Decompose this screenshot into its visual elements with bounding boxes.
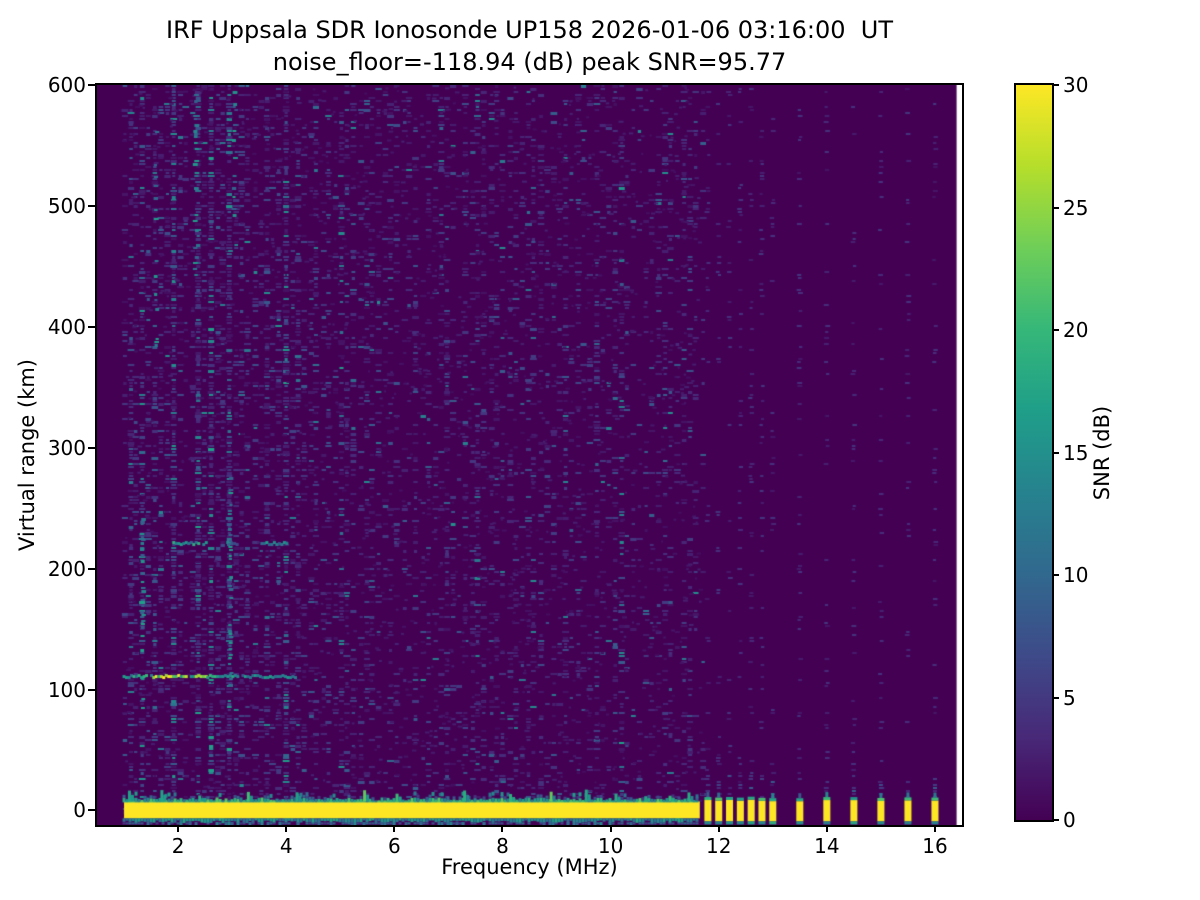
colorbar-tick-mark bbox=[1052, 206, 1059, 209]
y-tick-label: 100 bbox=[47, 677, 86, 702]
x-tick-label: 16 bbox=[922, 834, 948, 858]
chart-subtitle: noise_floor=-118.94 (dB) peak SNR=95.77 bbox=[272, 48, 787, 76]
y-tick-mark bbox=[88, 84, 97, 86]
colorbar-tick-label: 25 bbox=[1063, 195, 1089, 220]
y-tick-mark bbox=[88, 325, 97, 328]
colorbar-tick-mark bbox=[1052, 819, 1059, 821]
y-tick-label: 200 bbox=[47, 556, 86, 581]
x-tick-mark bbox=[501, 825, 504, 832]
colorbar-tick-mark bbox=[1052, 329, 1059, 331]
colorbar-tick-label: 30 bbox=[1063, 73, 1089, 97]
x-tick-mark bbox=[609, 825, 612, 832]
x-tick-label: 14 bbox=[814, 834, 840, 858]
x-tick-mark bbox=[825, 825, 828, 832]
x-tick-label: 12 bbox=[705, 834, 732, 858]
y-tick-label: 500 bbox=[47, 193, 86, 218]
y-tick-label: 600 bbox=[47, 73, 86, 97]
x-tick-mark bbox=[717, 825, 720, 832]
y-tick-mark bbox=[88, 446, 97, 449]
x-tick-label: 8 bbox=[496, 834, 509, 858]
y-tick-mark bbox=[88, 204, 97, 207]
y-tick-label: 300 bbox=[47, 435, 86, 460]
y-tick-mark bbox=[88, 688, 97, 691]
chart-title: IRF Uppsala SDR Ionosonde UP158 2026-01-… bbox=[166, 16, 893, 44]
x-tick-label: 4 bbox=[279, 834, 293, 858]
colorbar-tick-label: 15 bbox=[1063, 440, 1089, 465]
colorbar-tick-mark bbox=[1052, 84, 1059, 86]
colorbar-tick-label: 20 bbox=[1063, 318, 1089, 342]
x-tick-mark bbox=[393, 825, 396, 832]
colorbar-tick-mark bbox=[1052, 451, 1059, 454]
x-tick-label: 6 bbox=[387, 834, 401, 858]
colorbar bbox=[1014, 83, 1054, 822]
x-tick-label: 10 bbox=[597, 834, 624, 858]
y-tick-mark bbox=[88, 567, 97, 570]
colorbar-tick-label: 5 bbox=[1063, 685, 1076, 710]
colorbar-tick-mark bbox=[1052, 574, 1059, 576]
y-tick-label: 400 bbox=[47, 314, 86, 339]
x-tick-mark bbox=[177, 825, 180, 832]
x-tick-mark bbox=[933, 825, 936, 832]
y-tick-label: 0 bbox=[73, 798, 86, 823]
x-tick-mark bbox=[285, 825, 288, 832]
x-tick-label: 2 bbox=[171, 834, 185, 858]
plot-area bbox=[95, 83, 964, 827]
y-tick-mark bbox=[88, 809, 97, 812]
colorbar-tick-mark bbox=[1052, 696, 1059, 699]
colorbar-tick-label: 0 bbox=[1063, 808, 1076, 832]
colorbar-tick-label: 10 bbox=[1063, 563, 1089, 587]
x-axis-label: Frequency (MHz) bbox=[441, 855, 618, 879]
snr-heatmap-canvas bbox=[97, 85, 962, 825]
